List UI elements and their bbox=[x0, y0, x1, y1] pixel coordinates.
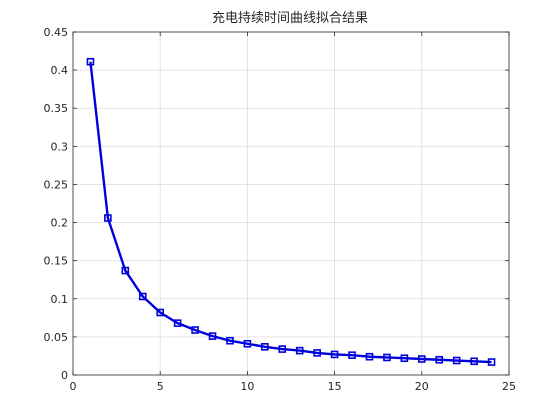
y-tick-label: 0.15 bbox=[44, 255, 69, 268]
plot-frame bbox=[72, 31, 510, 376]
data-point bbox=[313, 349, 321, 357]
data-point bbox=[435, 355, 444, 364]
data-point bbox=[261, 342, 269, 351]
y-tick-label: 0.35 bbox=[44, 102, 69, 115]
tick-labels: 0 5 10 15 20 25 0 0.05 0.1 0.15 0.2 0.25 0.3 0.35 0.4 0… bbox=[44, 26, 517, 393]
x-tick-label: 5 bbox=[157, 380, 164, 393]
x-tick-label: 15 bbox=[328, 380, 342, 393]
y-tick-label: 0 bbox=[61, 369, 68, 382]
data-point bbox=[156, 308, 164, 317]
data-point bbox=[173, 319, 182, 327]
data-point bbox=[348, 351, 356, 359]
x-tick-label: 0 bbox=[70, 380, 77, 393]
plot-area bbox=[73, 32, 509, 375]
data-point bbox=[208, 332, 217, 340]
data-point bbox=[470, 357, 478, 366]
chart-title: 充电持续时间曲线拟合结果 bbox=[212, 10, 368, 26]
x-tick-label: 10 bbox=[240, 380, 254, 393]
data-point bbox=[487, 358, 496, 366]
data-point bbox=[365, 352, 374, 361]
grid-lines bbox=[73, 32, 509, 375]
y-tick-label: 0.2 bbox=[51, 217, 69, 230]
data-point bbox=[383, 353, 391, 362]
x-tick-label: 25 bbox=[502, 380, 516, 393]
data-point bbox=[330, 350, 339, 359]
data-point bbox=[417, 355, 426, 363]
data-point bbox=[138, 292, 147, 301]
data-point bbox=[400, 354, 409, 363]
data-point bbox=[121, 266, 130, 275]
data-point bbox=[86, 57, 95, 66]
x-tick-label: 20 bbox=[415, 380, 429, 393]
data-point bbox=[191, 326, 199, 334]
data-point bbox=[452, 356, 461, 365]
data-point bbox=[295, 346, 304, 355]
y-tick-label: 0.25 bbox=[44, 178, 69, 191]
y-tick-label: 0.45 bbox=[44, 26, 69, 39]
y-tick-label: 0.4 bbox=[51, 64, 69, 77]
data-point bbox=[278, 345, 287, 353]
data-point bbox=[243, 339, 252, 348]
y-tick-label: 0.1 bbox=[51, 293, 69, 306]
data-point bbox=[226, 336, 234, 345]
data-point bbox=[104, 214, 112, 222]
y-tick-label: 0.3 bbox=[51, 140, 69, 153]
series-layer bbox=[86, 57, 496, 366]
tick-marks bbox=[72, 31, 510, 376]
y-tick-label: 0.05 bbox=[44, 331, 69, 344]
